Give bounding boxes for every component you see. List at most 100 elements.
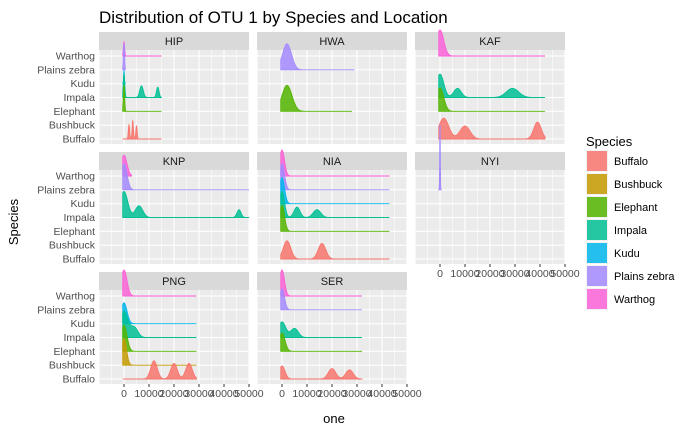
x-tick-label: 40000 <box>209 388 238 400</box>
y-tick-label: Elephant <box>54 346 96 358</box>
legend-label: Plains zebra <box>614 271 675 283</box>
ridge-kudu <box>122 302 197 325</box>
legend-key-plains-zebra <box>587 266 607 286</box>
x-tick-label: 20000 <box>475 268 504 280</box>
panel-strip-label: KAF <box>479 36 501 48</box>
y-tick-label: Plains zebra <box>37 304 95 316</box>
panel-strip <box>415 32 565 50</box>
panel-strip-label: HIP <box>165 36 183 48</box>
legend-title: Species <box>586 134 633 149</box>
ridge-plains-zebra <box>122 43 126 71</box>
panel-hwa: HWA <box>256 32 408 144</box>
legend-key-impala <box>587 220 607 240</box>
panel-knp: KNP <box>98 152 250 264</box>
legend-key-warthog <box>587 289 607 309</box>
ridge-kudu <box>280 177 390 205</box>
y-tick-label: Plains zebra <box>37 64 95 76</box>
legend-label: Elephant <box>614 202 657 214</box>
y-tick-label: Impala <box>63 332 95 344</box>
panel-strip-label: SER <box>321 276 344 288</box>
legend-key-kudu <box>587 243 607 263</box>
ridge-buffalo <box>122 119 162 140</box>
panel-strip <box>257 152 407 170</box>
panel-kaf: KAF <box>414 29 566 144</box>
y-tick-label: Buffalo <box>63 374 96 386</box>
chart-title: Distribution of OTU 1 by Species and Loc… <box>99 8 448 27</box>
ridge-elephant <box>438 87 545 112</box>
legend-label: Buffalo <box>614 156 648 168</box>
y-tick-label: Buffalo <box>63 134 96 146</box>
legend-label: Warthog <box>614 294 655 306</box>
legend-label: Bushbuck <box>614 179 663 191</box>
panel-strip <box>257 32 407 50</box>
ridge-plains-zebra <box>438 124 442 191</box>
y-tick-label: Bushbuck <box>49 120 96 132</box>
x-tick-label: 50000 <box>392 388 421 400</box>
ridge-impala <box>438 73 545 98</box>
ridge-warthog <box>280 269 362 297</box>
y-tick-label: Impala <box>63 212 95 224</box>
x-tick-label: 20000 <box>317 388 346 400</box>
panel-strip-label: NYI <box>481 156 499 168</box>
y-tick-label: Elephant <box>54 226 96 238</box>
y-tick-label: Bushbuck <box>49 240 96 252</box>
ridge-warthog <box>438 29 545 57</box>
x-axis-title: one <box>323 411 345 426</box>
ridge-elephant <box>122 84 162 112</box>
ridge-impala <box>122 191 249 218</box>
y-tick-label: Impala <box>63 92 95 104</box>
x-tick-label: 0 <box>437 268 443 280</box>
panel-nia: NIA <box>256 149 408 264</box>
ridge-plains-zebra <box>280 43 355 71</box>
y-axis-title: Species <box>6 198 21 245</box>
panel-strip <box>99 32 249 50</box>
ridge-plains-zebra <box>280 288 362 311</box>
panel-hip: HIP <box>98 32 250 144</box>
x-tick-label: 0 <box>279 388 285 400</box>
x-tick-label: 10000 <box>134 388 163 400</box>
x-tick-label: 40000 <box>367 388 396 400</box>
ridge-bushbuck <box>122 338 197 366</box>
ridge-impala <box>122 310 197 338</box>
legend-label: Impala <box>614 225 648 237</box>
x-tick-label: 40000 <box>525 268 554 280</box>
panel-strip <box>257 272 407 290</box>
ridge-elephant <box>280 84 352 112</box>
y-tick-label: Plains zebra <box>37 184 95 196</box>
x-tick-label: 30000 <box>342 388 371 400</box>
x-tick-label: 50000 <box>550 268 579 280</box>
x-tick-label: 0 <box>121 388 127 400</box>
ridge-elephant <box>280 332 362 352</box>
legend-key-bushbuck <box>587 174 607 194</box>
ridge-elephant <box>280 204 390 232</box>
ridge-warthog <box>122 41 162 57</box>
x-tick-label: 30000 <box>184 388 213 400</box>
ridge-buffalo <box>122 360 197 380</box>
panel-strip <box>99 152 249 170</box>
panel-strip-label: PNG <box>162 276 186 288</box>
y-tick-label: Warthog <box>56 171 95 183</box>
y-tick-label: Bushbuck <box>49 360 96 372</box>
legend: Species Buffalo Bushbuck Elephant Impala Kud… <box>586 134 675 310</box>
y-tick-label: Elephant <box>54 106 96 118</box>
y-tick-label: Kudu <box>70 318 95 330</box>
ridge-impala <box>280 321 362 338</box>
legend-label: Kudu <box>614 248 640 260</box>
ridge-buffalo <box>280 240 390 260</box>
x-tick-label: 10000 <box>292 388 321 400</box>
x-tick-label: 10000 <box>450 268 479 280</box>
y-tick-label: Warthog <box>56 51 95 63</box>
y-tick-label: Warthog <box>56 291 95 303</box>
y-tick-label: Kudu <box>70 198 95 210</box>
legend-key-buffalo <box>587 151 607 171</box>
x-tick-label: 20000 <box>159 388 188 400</box>
panel-strip <box>99 272 249 290</box>
legend-key-elephant <box>587 197 607 217</box>
x-tick-label: 50000 <box>234 388 263 400</box>
panel-strip-label: HWA <box>319 36 345 48</box>
ridge-warthog <box>280 149 390 177</box>
y-tick-label: Buffalo <box>63 254 96 266</box>
ridge-buffalo <box>438 117 546 140</box>
